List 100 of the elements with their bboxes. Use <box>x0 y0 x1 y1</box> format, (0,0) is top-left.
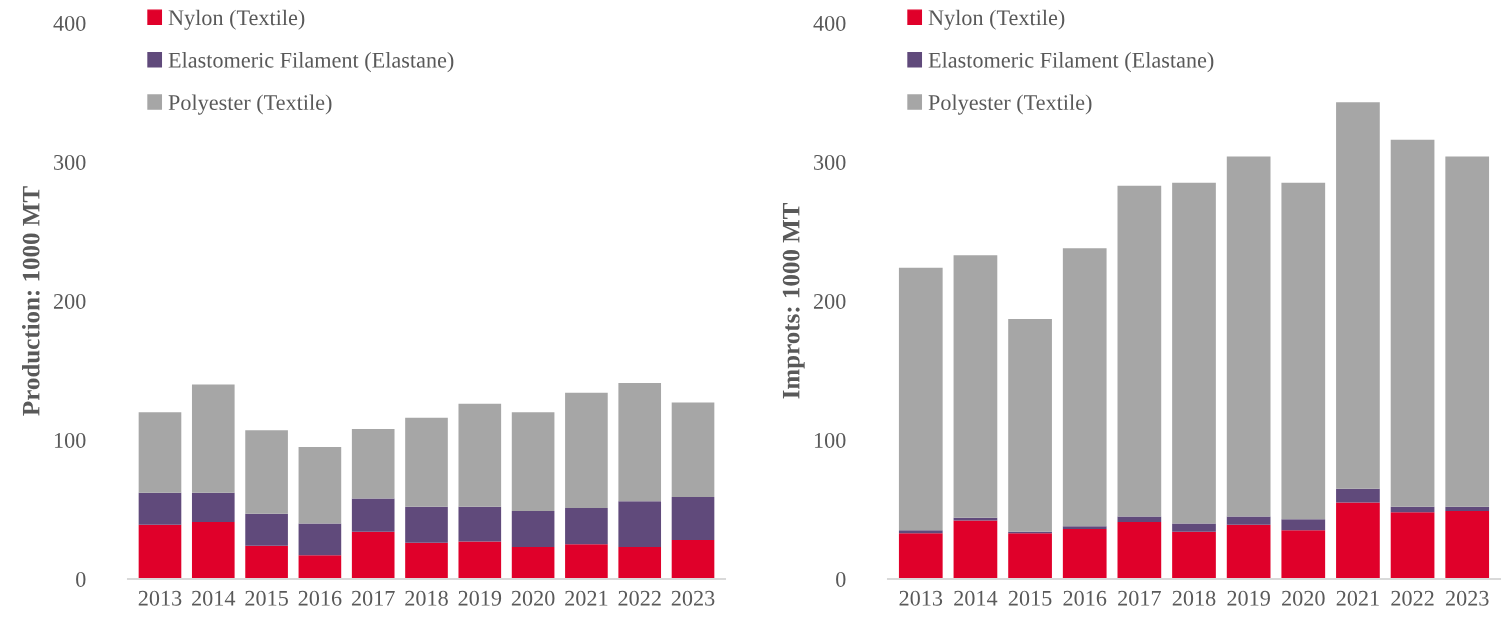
x-tick-label: 2017 <box>1118 590 1161 606</box>
x-tick-label: 2015 <box>245 590 288 606</box>
y-tick-label: 200 <box>813 293 846 309</box>
bar <box>618 547 662 579</box>
y-tick-label: 400 <box>53 15 86 31</box>
y-tick-label: 100 <box>54 432 86 448</box>
x-tick-label: 2013 <box>138 590 182 606</box>
bar <box>618 501 662 548</box>
bar <box>191 384 235 493</box>
bar <box>671 402 715 497</box>
bar <box>1336 502 1380 579</box>
bar <box>511 510 555 548</box>
bar <box>1172 523 1216 532</box>
bar <box>405 542 448 579</box>
x-tick-label: 2014 <box>954 590 998 606</box>
bar <box>458 506 502 542</box>
bar <box>191 522 235 579</box>
bar <box>511 547 555 579</box>
legend-label: Polyester (Textile) <box>928 94 1092 115</box>
bar <box>245 430 288 514</box>
x-tick-label: 2020 <box>1282 590 1325 606</box>
bar <box>1445 156 1490 507</box>
bar <box>1226 156 1271 517</box>
bar <box>138 412 182 493</box>
bar <box>898 530 943 534</box>
bar <box>1390 139 1435 507</box>
x-tick-label: 2020 <box>511 590 555 606</box>
bar <box>953 255 998 518</box>
y-tick-label: 400 <box>813 15 846 31</box>
legend-label: Elastomeric Filament (Elastane) <box>168 52 454 73</box>
legend-label: Polyester (Textile) <box>168 94 332 115</box>
bar <box>1336 102 1380 489</box>
bar <box>245 513 288 546</box>
bar <box>405 506 448 543</box>
x-tick-label: 2016 <box>1063 590 1107 606</box>
bar <box>191 492 235 523</box>
y-axis-title: Improts: 1000 MT <box>782 203 805 399</box>
bar <box>565 392 608 509</box>
bar <box>1390 512 1435 579</box>
x-tick-label: 2018 <box>405 590 448 606</box>
bar <box>618 383 662 502</box>
bar <box>1281 530 1326 579</box>
x-tick-label: 2018 <box>1172 590 1216 606</box>
bar <box>298 555 342 579</box>
bar <box>671 496 715 541</box>
x-tick-label: 2019 <box>458 590 502 606</box>
y-tick-label: 0 <box>76 571 86 587</box>
bar <box>1445 510 1490 579</box>
bar <box>1008 533 1052 579</box>
legend-label: Nylon (Textile) <box>168 9 305 30</box>
y-axis-title: Production: 1000 MT <box>21 186 40 416</box>
legend-label: Nylon (Textile) <box>928 9 1065 30</box>
bar <box>953 517 998 521</box>
legend-label: Elastomeric Filament (Elastane) <box>928 52 1214 73</box>
bar <box>1008 319 1052 532</box>
y-tick-label: 100 <box>814 432 846 448</box>
y-tick-label: 300 <box>814 154 846 170</box>
bar <box>298 523 342 556</box>
bar <box>1062 526 1107 529</box>
bar <box>458 541 502 579</box>
bar <box>1172 531 1216 579</box>
bar <box>138 524 182 579</box>
x-tick-label: 2017 <box>351 590 395 606</box>
bar <box>1117 516 1162 523</box>
y-tick-label: 300 <box>54 154 86 170</box>
x-tick-label: 2015 <box>1008 590 1052 606</box>
bar <box>1281 519 1326 531</box>
bar <box>671 540 715 579</box>
bar <box>1226 524 1271 579</box>
bar <box>1117 522 1162 579</box>
x-tick-label: 2019 <box>1227 590 1270 606</box>
bar <box>351 498 395 532</box>
x-tick-label: 2023 <box>1445 590 1489 606</box>
x-tick-label: 2021 <box>1336 590 1379 606</box>
bar <box>1281 182 1326 520</box>
bar <box>565 544 608 579</box>
y-tick-label: 0 <box>836 571 846 587</box>
x-tick-label: 2016 <box>298 590 342 606</box>
bar <box>1172 182 1216 524</box>
bar <box>565 508 608 545</box>
bar <box>351 531 395 579</box>
bar <box>1336 488 1380 503</box>
x-tick-label: 2022 <box>618 590 661 606</box>
bar <box>1062 528 1107 579</box>
bar <box>458 403 502 507</box>
x-tick-label: 2013 <box>899 590 943 606</box>
bar <box>511 412 555 511</box>
bar <box>138 492 182 525</box>
bar <box>1445 506 1490 511</box>
bar <box>1117 185 1162 517</box>
bar <box>298 446 342 524</box>
bar <box>405 417 448 507</box>
x-tick-label: 2023 <box>671 590 715 606</box>
bar <box>1226 516 1271 525</box>
bar <box>1062 248 1107 527</box>
x-tick-label: 2022 <box>1391 590 1434 606</box>
x-tick-label: 2014 <box>192 590 236 606</box>
bar <box>953 520 998 579</box>
x-tick-label: 2021 <box>565 590 608 606</box>
bar <box>898 267 943 531</box>
